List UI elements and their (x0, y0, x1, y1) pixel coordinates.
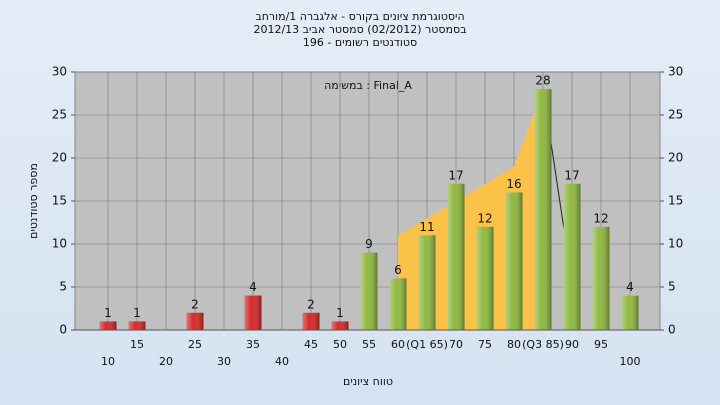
bar-shade (476, 226, 494, 330)
value-label: 9 (365, 237, 373, 251)
value-label: 28 (535, 74, 550, 88)
x-tick-label: 55 (362, 338, 376, 351)
value-label: 16 (506, 177, 521, 191)
x-tick-label: 45 (304, 338, 318, 351)
x-tick-label: 50 (333, 338, 347, 351)
bar-shade (99, 321, 117, 330)
bar-shade (331, 321, 349, 330)
value-label: 1 (336, 306, 344, 320)
bar-shade (186, 312, 204, 330)
value-label: 2 (307, 297, 315, 311)
y2-tick-label: 5 (668, 280, 676, 294)
y-tick-label: 20 (52, 151, 67, 165)
x-tick-label: 40 (275, 355, 289, 368)
x-axis-label: טווח ציונים (343, 375, 393, 388)
bar-shade (244, 295, 262, 330)
bar-shade (563, 183, 581, 330)
x-tick-label: 75 (478, 338, 492, 351)
value-label: 4 (626, 280, 634, 294)
bar-shade (128, 321, 146, 330)
x-tick-label: 25 (188, 338, 202, 351)
value-label: 17 (564, 168, 579, 182)
y-tick-label: 30 (52, 65, 67, 79)
value-label: 12 (477, 211, 492, 225)
value-label: 4 (249, 280, 257, 294)
bar-shade (621, 295, 639, 330)
x-tick-label: (Q1 65) (406, 338, 448, 351)
y-tick-label: 5 (59, 280, 67, 294)
value-label: 6 (394, 263, 402, 277)
value-label: 1 (133, 306, 141, 320)
value-label: 1 (104, 306, 112, 320)
x-tick-label: 35 (246, 338, 260, 351)
y-tick-label: 15 (52, 194, 67, 208)
y2-tick-label: 20 (668, 151, 683, 165)
y2-tick-label: 15 (668, 194, 683, 208)
y2-tick-label: 10 (668, 237, 683, 251)
bar-shade (534, 89, 552, 330)
y-tick-label: 25 (52, 108, 67, 122)
title-line: סטודנטים רשומים - 196 (303, 36, 417, 49)
x-tick-label: (Q3 85) (522, 338, 564, 351)
x-tick-label: 30 (217, 355, 231, 368)
title-line: בסמסטר (02/2012) סמסטר אביב 2012/13 (253, 23, 466, 36)
y2-tick-label: 25 (668, 108, 683, 122)
x-tick-label: 10 (101, 355, 115, 368)
y-tick-label: 0 (59, 323, 67, 337)
x-tick-label: 70 (449, 338, 463, 351)
bar-shade (360, 252, 378, 330)
bar-shade (505, 192, 523, 330)
y-tick-label: 10 (52, 237, 67, 251)
value-label: 2 (191, 297, 199, 311)
x-tick-label: 80 (507, 338, 521, 351)
value-label: 12 (593, 211, 608, 225)
x-tick-label: 95 (594, 338, 608, 351)
x-tick-label: 20 (159, 355, 173, 368)
x-tick-label: 15 (130, 338, 144, 351)
bar-shade (418, 235, 436, 330)
value-label: 17 (448, 168, 463, 182)
bar-shade (389, 278, 407, 330)
x-tick-label: 100 (620, 355, 641, 368)
bar-shade (447, 183, 465, 330)
x-tick-label: 60 (391, 338, 405, 351)
annotation: במשימה : Final_A (324, 79, 412, 92)
x-tick-label: 90 (565, 338, 579, 351)
y2-tick-label: 0 (668, 323, 676, 337)
title-line: היסטוגרמת ציונים בקורס - אלגברה 1/מורחב (255, 10, 464, 23)
y2-tick-label: 30 (668, 65, 683, 79)
value-label: 11 (419, 220, 434, 234)
bar-shade (592, 226, 610, 330)
y-axis-label: מספר סטודנטים (27, 163, 40, 239)
bar-shade (302, 312, 320, 330)
